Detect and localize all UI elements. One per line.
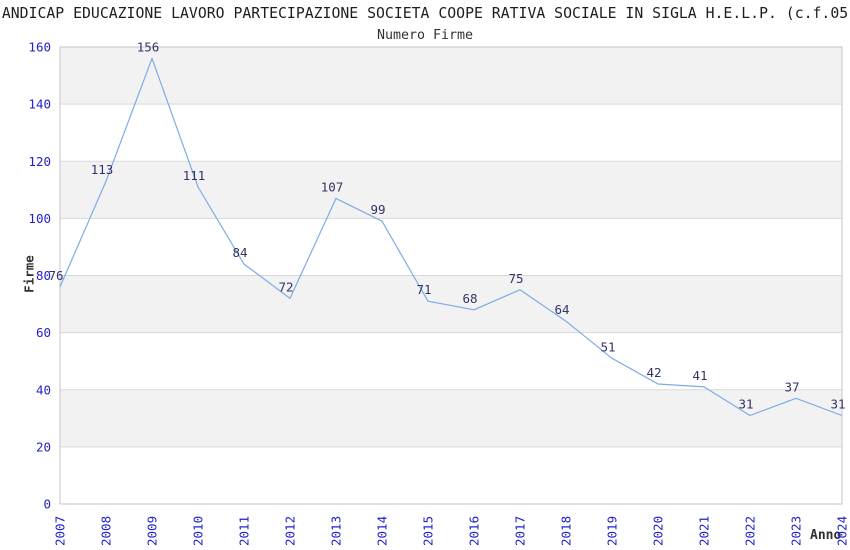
- x-tick-label: 2024: [835, 516, 850, 546]
- grid-band: [60, 47, 842, 105]
- point-label: 75: [508, 271, 523, 286]
- x-tick-label: 2016: [467, 516, 482, 546]
- chart-subtitle: Numero Firme: [376, 28, 474, 43]
- x-tick-label: 2019: [605, 516, 620, 546]
- y-tick-label: 20: [36, 439, 51, 454]
- point-label: 41: [692, 368, 707, 383]
- y-tick-label: 160: [28, 40, 51, 55]
- point-label: 64: [554, 302, 569, 317]
- data-line: [59, 57, 843, 417]
- chart-title: ANDICAP EDUCAZIONE LAVORO PARTECIPAZIONE…: [1, 5, 849, 22]
- x-tick-label: 2008: [99, 516, 114, 546]
- point-label: 107: [321, 179, 344, 194]
- x-tick-label: 2011: [237, 516, 252, 546]
- point-label: 99: [370, 202, 385, 217]
- y-tick-label: 80: [36, 268, 51, 283]
- point-label: 51: [600, 339, 615, 354]
- point-label: 31: [738, 397, 753, 412]
- y-tick-label: 60: [36, 325, 51, 340]
- point-label: 72: [278, 279, 293, 294]
- point-label: 31: [830, 397, 845, 412]
- point-label: 156: [137, 39, 160, 54]
- x-tick-label: 2017: [513, 516, 528, 546]
- point-label: 71: [416, 282, 431, 297]
- x-tick-label: 2013: [329, 516, 344, 546]
- point-label: 42: [646, 365, 661, 380]
- x-tick-label: 2012: [283, 516, 298, 546]
- plot-border: [59, 46, 843, 505]
- point-label: 113: [91, 162, 114, 177]
- point-label: 84: [232, 245, 247, 260]
- x-tick-label: 2010: [191, 516, 206, 546]
- x-tick-label: 2015: [421, 516, 436, 546]
- y-tick-label: 120: [28, 154, 51, 169]
- y-tick-label: 40: [36, 382, 51, 397]
- x-tick-label: 2021: [697, 516, 712, 546]
- point-label: 76: [48, 268, 63, 283]
- x-axis-title: Anno: [810, 528, 842, 543]
- point-label: 111: [183, 168, 206, 183]
- point-label: 37: [784, 379, 799, 394]
- x-tick-label: 2018: [559, 516, 574, 546]
- x-tick-label: 2009: [145, 516, 160, 546]
- point-label: 68: [462, 291, 477, 306]
- grid-band: [60, 275, 842, 333]
- y-tick-label: 140: [28, 97, 51, 112]
- x-tick-label: 2023: [789, 516, 804, 546]
- x-tick-label: 2014: [375, 516, 390, 546]
- x-tick-label: 2007: [53, 516, 68, 546]
- grid-band: [60, 389, 842, 447]
- y-tick-label: 0: [43, 497, 51, 512]
- x-tick-label: 2020: [651, 516, 666, 546]
- x-tick-label: 2022: [743, 516, 758, 546]
- y-tick-label: 100: [28, 211, 51, 226]
- grid-band: [60, 161, 842, 219]
